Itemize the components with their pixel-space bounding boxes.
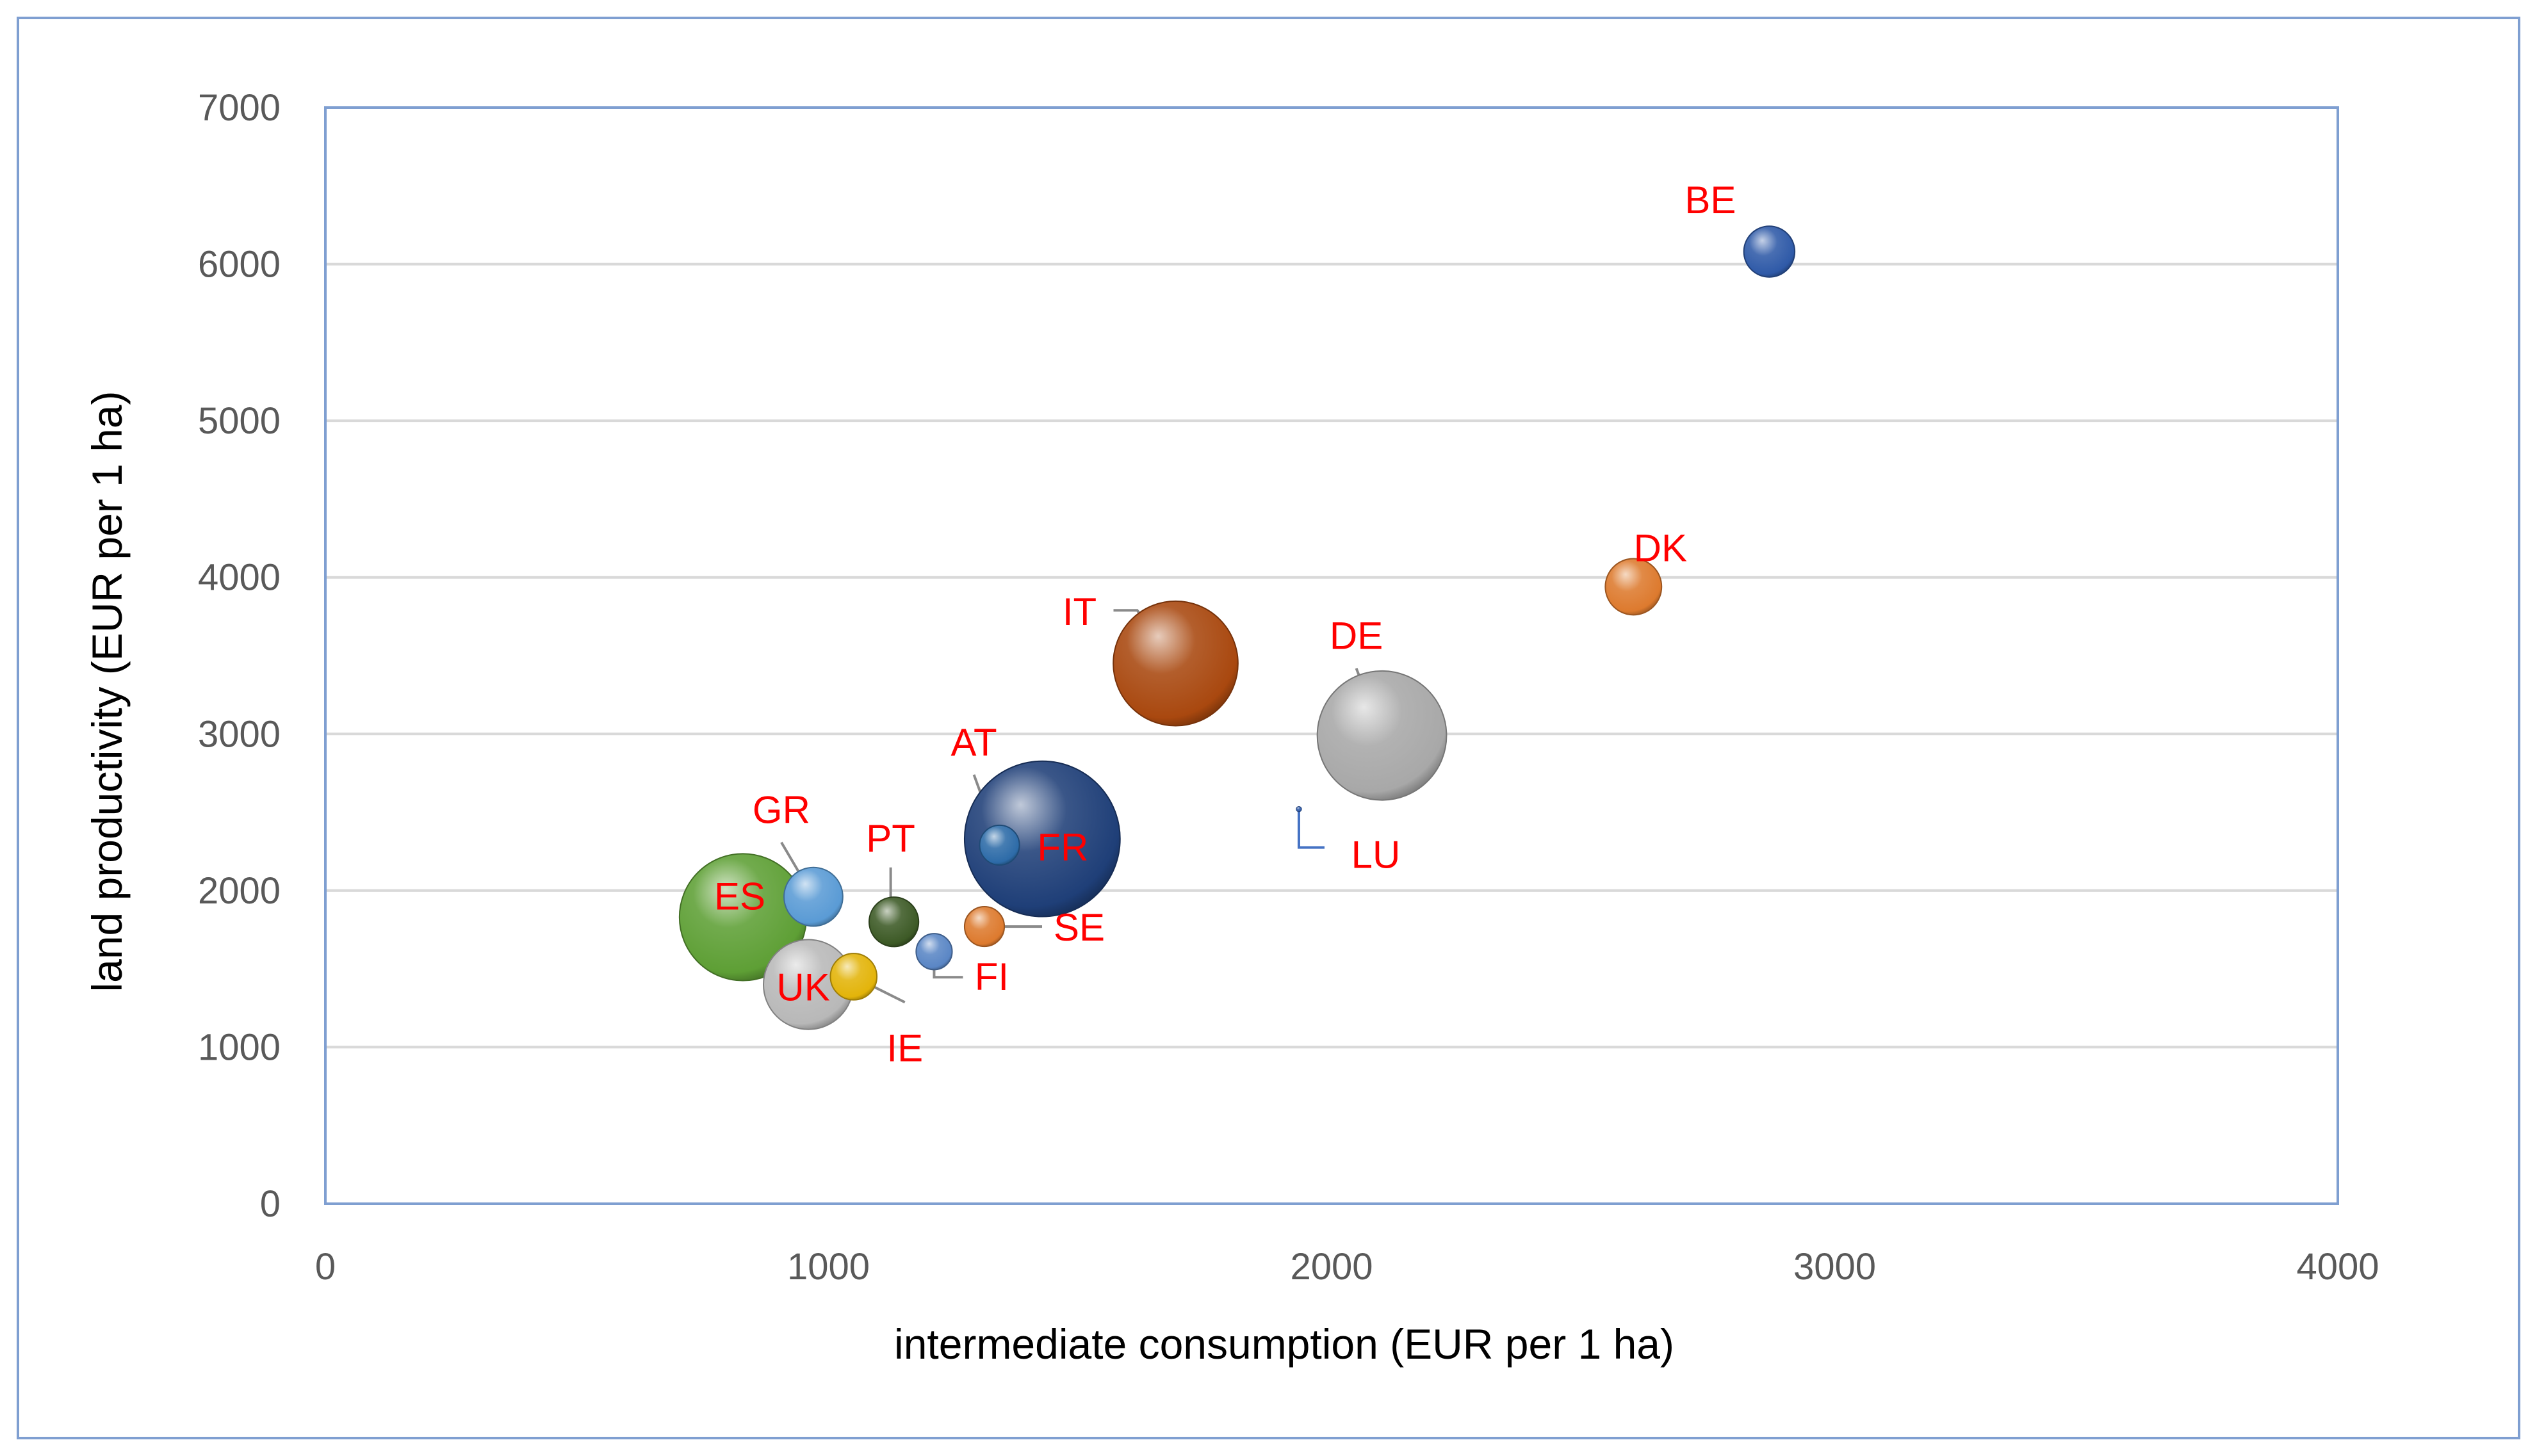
x-tick-label: 2000 xyxy=(1290,1246,1373,1288)
bubble-gr xyxy=(783,866,844,927)
bubble-label-pt: PT xyxy=(866,817,915,860)
bubble-de xyxy=(1316,670,1448,801)
y-tick-label: 5000 xyxy=(198,400,281,442)
y-tick-label: 6000 xyxy=(198,244,281,286)
bubble-be xyxy=(1743,225,1796,278)
bubble-label-be: BE xyxy=(1685,179,1736,222)
bubbles xyxy=(678,225,1796,1030)
bubble-labels: BE DK IT DE LU AT FR GR ES PT SE FI IE UK xyxy=(714,179,1736,1069)
bubble-lu xyxy=(1296,805,1302,813)
bubble-label-uk: UK xyxy=(776,966,829,1009)
bubble-label-fr: FR xyxy=(1037,826,1088,869)
bubble-dk xyxy=(1604,558,1663,616)
plot-area xyxy=(324,106,2339,1205)
x-axis-title: intermediate consumption (EUR per 1 ha) xyxy=(894,1320,1674,1368)
bubble-pt xyxy=(868,896,920,948)
bubble-fi xyxy=(915,933,953,971)
y-tick-label: 2000 xyxy=(198,870,281,912)
bubble-label-se: SE xyxy=(1054,906,1105,949)
leader-line-lu xyxy=(1297,809,1325,849)
x-tick-label: 3000 xyxy=(1793,1246,1876,1288)
bubble-label-es: ES xyxy=(714,875,765,918)
bubble-label-dk: DK xyxy=(1634,526,1687,569)
chart-border xyxy=(17,17,2520,1439)
bubble-label-de: DE xyxy=(1330,615,1383,658)
bubble-label-at: AT xyxy=(950,721,997,764)
y-tick-label: 7000 xyxy=(198,87,281,129)
bubble-label-lu: LU xyxy=(1351,834,1401,877)
y-tick-label: 3000 xyxy=(198,713,281,755)
y-tick-label: 0 xyxy=(260,1183,281,1225)
bubble-se xyxy=(963,906,1006,948)
axis-ticks: 0 1000 2000 3000 4000 5000 6000 7000 0 1000 2000 30… xyxy=(198,87,2379,1288)
bubble-label-gr: GR xyxy=(753,789,810,832)
x-tick-label: 1000 xyxy=(787,1246,870,1288)
x-tick-label: 4000 xyxy=(2296,1246,2379,1288)
bubble-it xyxy=(1113,600,1239,727)
x-tick-label: 0 xyxy=(315,1246,336,1288)
bubble-label-it: IT xyxy=(1063,590,1097,633)
bubble-at xyxy=(979,824,1020,866)
y-tick-label: 1000 xyxy=(198,1026,281,1068)
bubble-label-ie: IE xyxy=(886,1026,923,1069)
y-axis-title: land productivity (EUR per 1 ha) xyxy=(83,391,131,992)
bubble-label-fi: FI xyxy=(975,955,1009,998)
y-tick-label: 4000 xyxy=(198,557,281,599)
bubble-fr xyxy=(963,760,1121,918)
bubble-ie xyxy=(829,953,878,1001)
